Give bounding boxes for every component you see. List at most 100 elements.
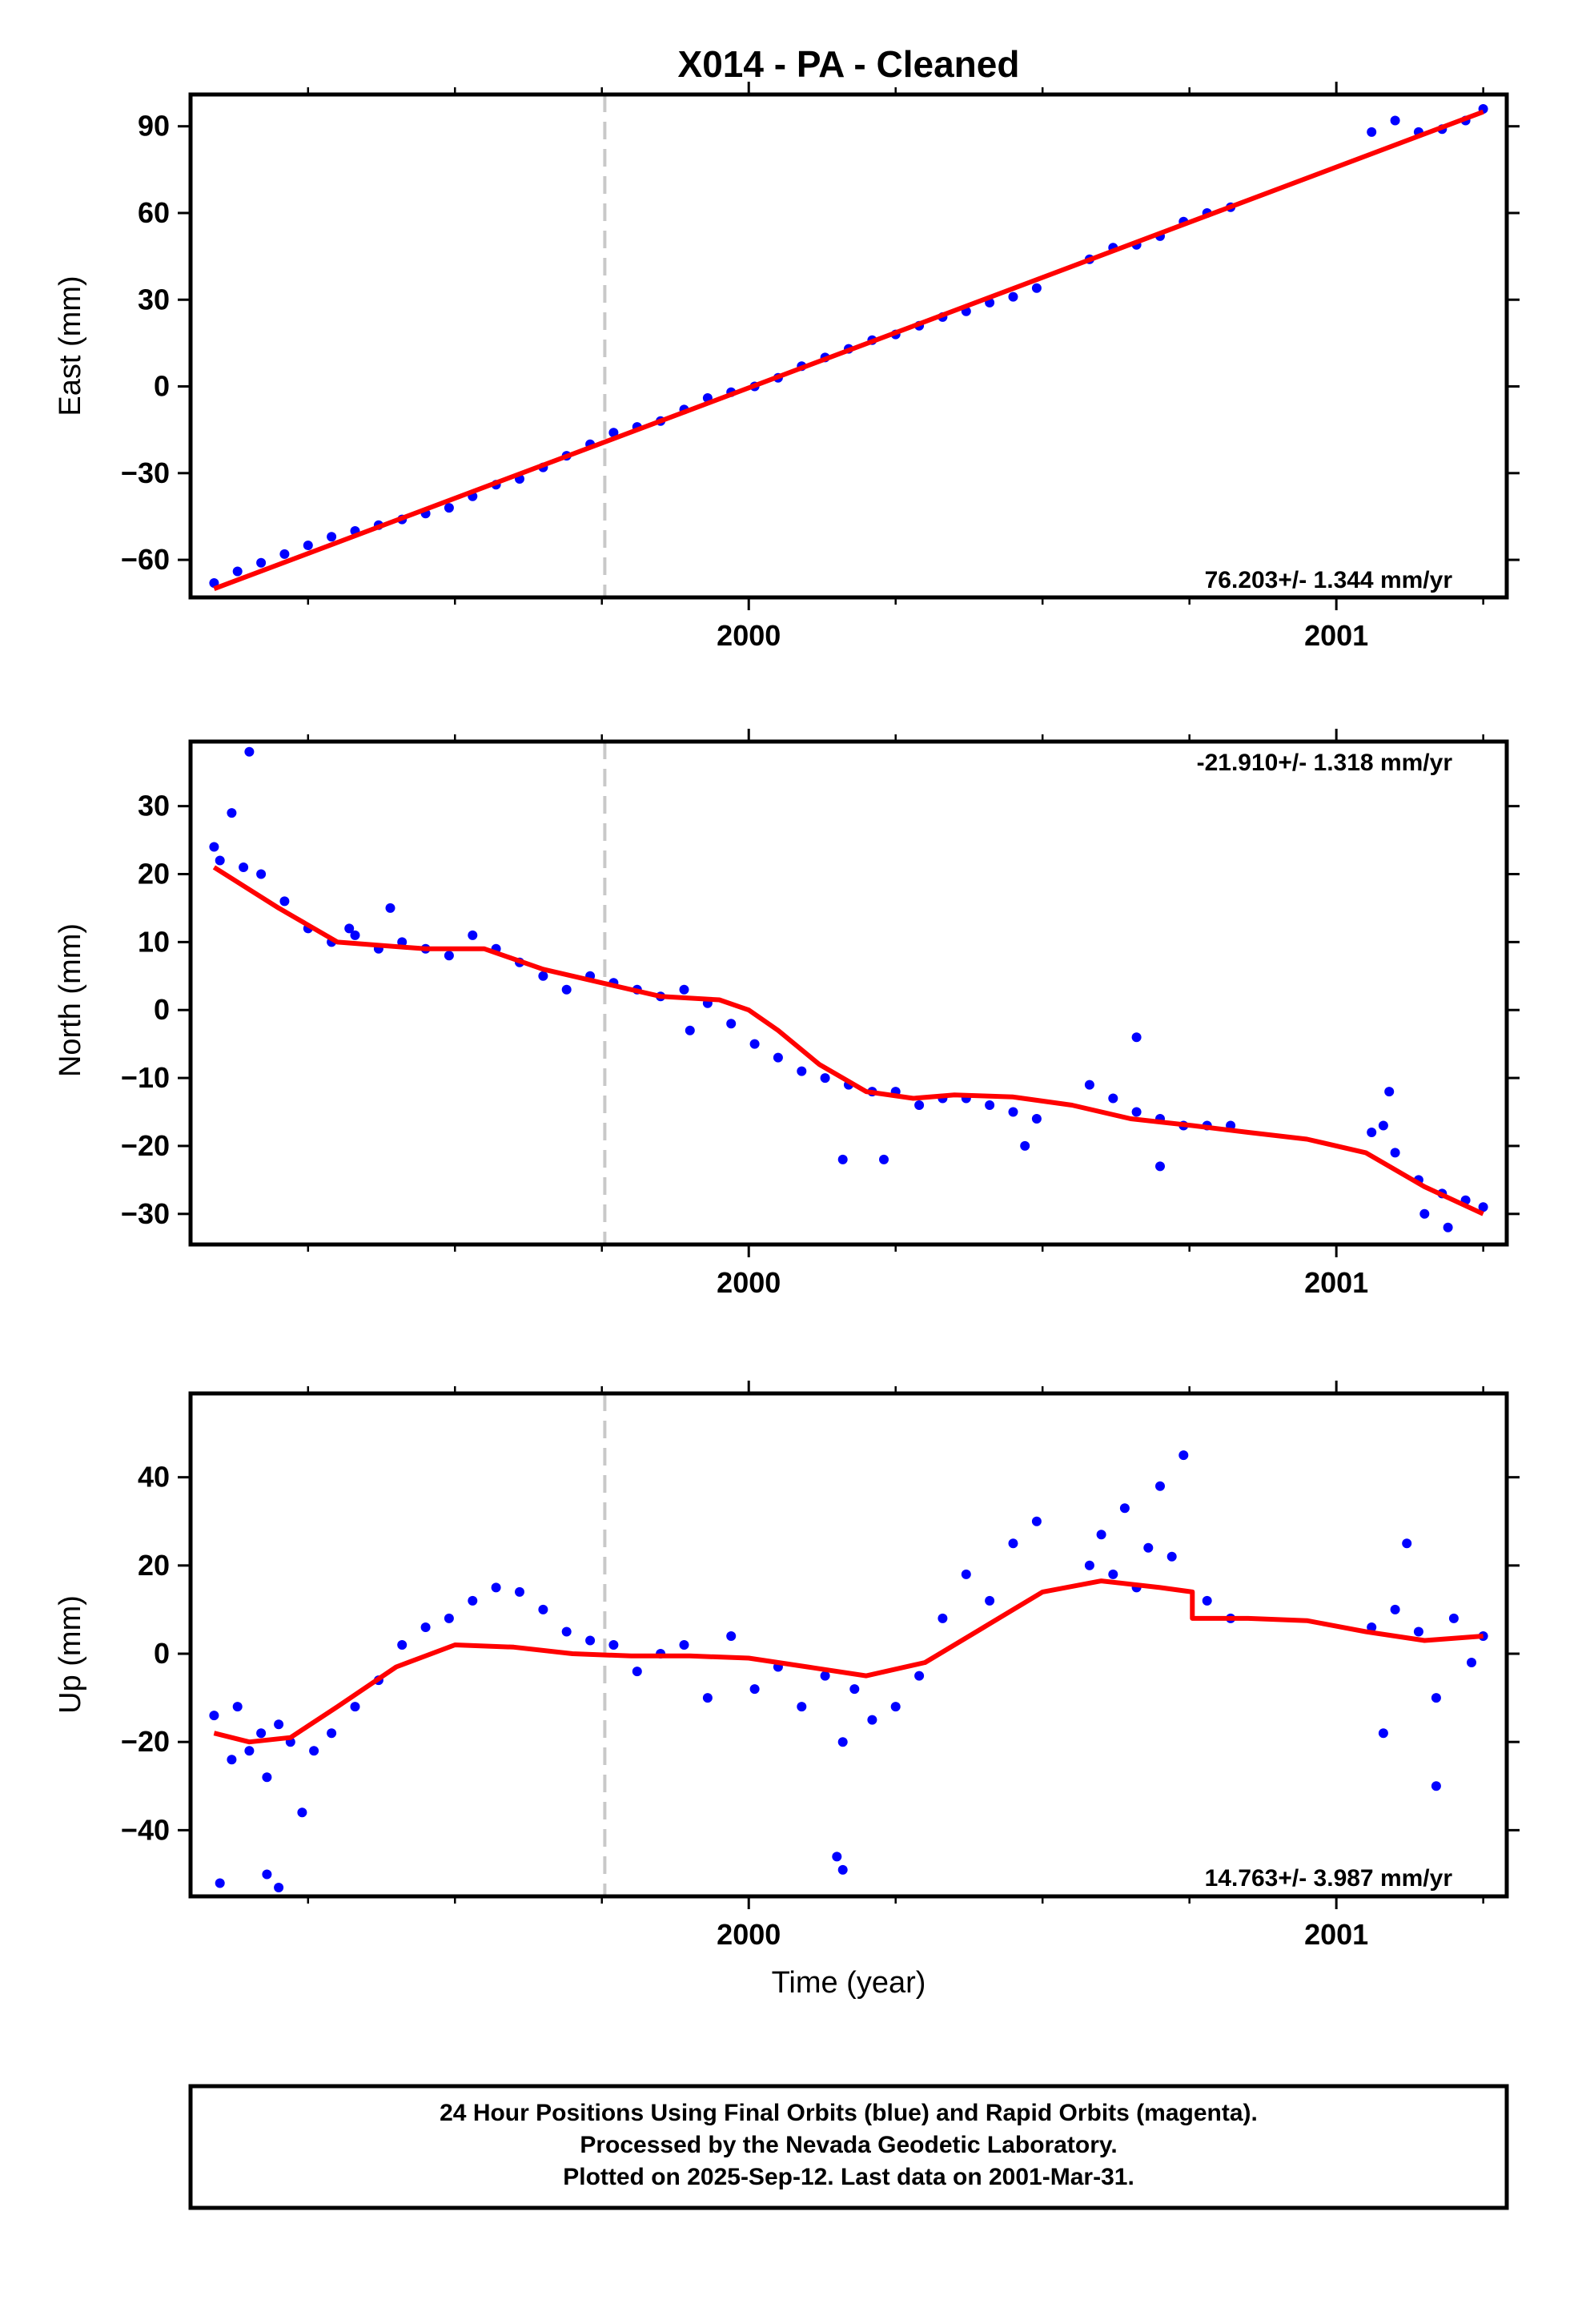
up-data-point [1108,1569,1118,1579]
north-data-point [1390,1148,1400,1158]
up-data-point [832,1852,842,1862]
north-data-point [239,862,249,872]
east-y-tick-label: −60 [121,543,170,576]
up-y-tick-label: 0 [154,1637,170,1670]
footer-line-2: Processed by the Nevada Geodetic Laborat… [580,2132,1117,2158]
up-data-point [1166,1551,1177,1562]
up-data-point [350,1702,360,1712]
north-frame [188,739,1509,1247]
east-data-layer [209,104,1488,592]
up-data-point [679,1640,689,1650]
up-data-point [1390,1604,1400,1614]
north-data-point [1419,1208,1430,1219]
north-data-point [350,930,360,940]
north-x-tick-label: 2001 [1304,1266,1368,1299]
north-data-point [1155,1161,1165,1172]
up-data-point [244,1746,255,1756]
north-model-line [212,865,1484,1216]
north-panel: North (mm) -21.910+/- 1.318 mm/yr −30 −20… [54,729,1520,1299]
footer-line-3: Plotted on 2025-Sep-12. Last data on 200… [563,2164,1134,2190]
up-data-point [1431,1693,1441,1703]
east-data-point [608,428,619,438]
up-data-point [1008,1538,1018,1549]
east-model-line [213,109,1484,592]
up-data-point [1413,1626,1423,1637]
east-y-axis-label: East (mm) [54,275,87,416]
up-rate-label: 14.763+/- 3.987 mm/yr [1205,1865,1453,1892]
up-data-point [209,1711,219,1721]
east-panel: East (mm) 76.203+/- 1.344 mm/yr −60 −30 0 3… [54,82,1520,652]
up-data-point [515,1586,524,1597]
up-x-tick-label: 2001 [1304,1918,1368,1951]
up-data-point [1096,1530,1106,1540]
east-data-point [327,532,337,542]
up-data-point [632,1667,642,1677]
up-data-point [585,1635,596,1646]
up-y-tick-label: 40 [138,1461,170,1494]
east-data-point [303,541,313,550]
north-data-point [797,1066,807,1076]
up-data-point [274,1719,284,1730]
east-x-tick-label: 2001 [1304,619,1368,652]
east-y-tick-label: 30 [138,283,170,316]
up-data-layer [209,1450,1488,1892]
up-data-point [297,1807,307,1818]
north-data-point [1108,1093,1118,1104]
east-y-tick-label: 90 [138,110,170,143]
north-y-tick-label: −10 [121,1061,170,1094]
up-data-point [491,1582,501,1593]
north-data-point [1020,1140,1030,1151]
north-rate-label: -21.910+/- 1.318 mm/yr [1197,750,1453,776]
up-data-point [914,1671,925,1681]
north-data-point [444,951,454,961]
up-data-point [262,1869,272,1880]
up-data-point [274,1883,284,1892]
up-data-point [702,1693,713,1703]
up-data-point [837,1864,848,1875]
up-data-point [938,1613,948,1623]
north-data-point [685,1025,695,1035]
up-data-point [867,1715,877,1725]
up-data-point [1431,1781,1441,1791]
up-x-tick-label: 2000 [717,1918,781,1951]
up-data-point [726,1631,737,1641]
up-y-tick-label: 20 [138,1549,170,1582]
up-data-point [749,1684,760,1695]
footer-box: 24 Hour Positions Using Final Orbits (bl… [188,2084,1509,2210]
north-data-point [820,1073,830,1084]
north-data-point [538,971,548,981]
up-data-point [1448,1613,1459,1623]
east-data-point [279,549,290,559]
up-data-point [1119,1503,1130,1514]
north-data-point [985,1100,995,1110]
east-data-point [1390,115,1400,126]
up-data-point [1084,1560,1094,1570]
up-data-point [420,1622,431,1632]
north-data-point [1131,1032,1142,1043]
north-data-point [1378,1120,1388,1131]
north-data-point [1084,1080,1094,1090]
north-data-point [244,746,255,757]
north-data-point [385,903,396,913]
up-data-point [849,1684,860,1695]
up-data-point [232,1702,243,1712]
north-data-point [726,1019,737,1029]
up-data-point [1378,1728,1388,1739]
x-axis-label: Time (year) [772,1966,926,2000]
north-data-point [468,930,478,940]
up-frame [188,1391,1509,1899]
up-data-point [1202,1595,1212,1606]
east-y-tick-label: 0 [154,370,170,403]
north-data-point [256,869,267,879]
east-x-tick-label: 2000 [717,619,781,652]
up-data-point [327,1728,337,1739]
up-data-point [444,1613,454,1623]
north-y-tick-label: 30 [138,790,170,822]
up-data-point [820,1671,830,1681]
up-data-point [561,1626,572,1637]
north-data-point [279,896,290,907]
north-data-point [1131,1107,1142,1117]
up-data-point [227,1755,237,1765]
north-data-point [879,1154,889,1164]
